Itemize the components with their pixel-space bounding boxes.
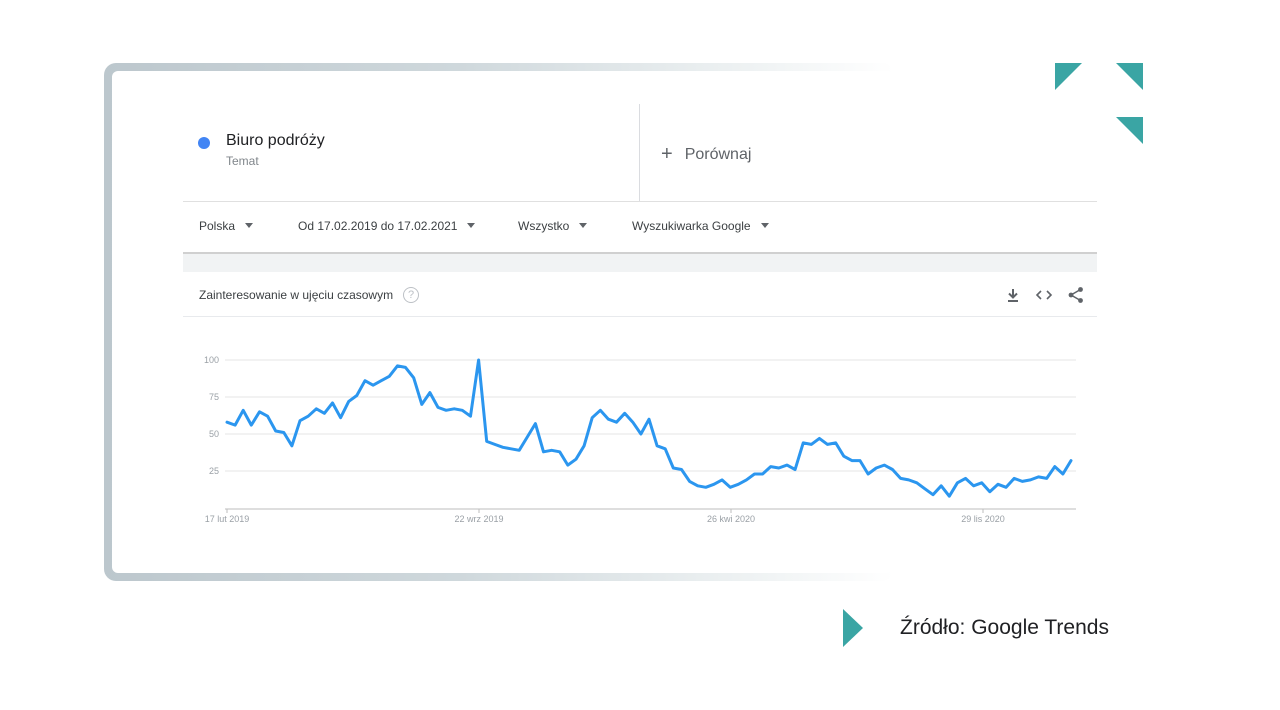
divider — [183, 252, 1097, 254]
download-icon[interactable] — [1004, 286, 1022, 304]
y-tick-label: 25 — [209, 466, 219, 476]
divider — [639, 104, 640, 201]
source-label: Wyszukiwarka Google — [632, 219, 751, 233]
panel-title: Zainteresowanie w ujęciu czasowym? — [199, 287, 420, 304]
y-tick-label: 100 — [204, 355, 219, 365]
interest-over-time-chart: 100 75 50 25 17 lut 2019 22 wrz 2019 26 kwi 20… — [204, 355, 1076, 524]
frame-background — [112, 71, 892, 573]
caret-down-icon — [579, 223, 588, 228]
source-note: Źródło: Google Trends — [900, 616, 1109, 639]
search-term[interactable]: Biuro podróży Temat — [183, 104, 639, 201]
period-dropdown[interactable]: Od 17.02.2019 do 17.02.2021 — [298, 219, 476, 233]
divider — [183, 201, 1097, 202]
plus-icon: + — [661, 143, 673, 165]
filter-bar: Polska Od 17.02.2019 do 17.02.2021 Wszys… — [183, 202, 1097, 252]
x-tick-label: 26 kwi 2020 — [707, 514, 755, 524]
arrow-marker-icon — [843, 609, 863, 647]
x-tick-label: 29 lis 2020 — [961, 514, 1005, 524]
series-line — [225, 358, 1073, 498]
y-tick-label: 50 — [209, 429, 219, 439]
triangle-decoration-3 — [1116, 117, 1143, 144]
help-icon[interactable]: ? — [403, 287, 420, 303]
category-dropdown[interactable]: Wszystko — [518, 219, 588, 233]
period-label: Od 17.02.2019 do 17.02.2021 — [298, 219, 458, 233]
term-type: Temat — [226, 154, 259, 168]
term-name: Biuro podróży — [226, 132, 325, 149]
x-tick-label: 17 lut 2019 — [205, 514, 250, 524]
source-dropdown[interactable]: Wyszukiwarka Google — [632, 219, 769, 233]
embed-icon[interactable] — [1035, 286, 1053, 304]
share-icon[interactable] — [1067, 286, 1085, 304]
triangle-decoration-1 — [1055, 63, 1082, 90]
panel-title-text: Zainteresowanie w ujęciu czasowym — [199, 288, 394, 302]
compare-button[interactable]: + Porównaj — [661, 142, 751, 165]
x-tick-label: 22 wrz 2019 — [454, 514, 503, 524]
caret-down-icon — [467, 223, 476, 228]
compare-label: Porównaj — [684, 146, 752, 163]
category-label: Wszystko — [518, 219, 570, 233]
series-color-dot — [198, 137, 210, 149]
separator-band — [183, 254, 1097, 272]
divider — [183, 316, 1097, 317]
y-tick-label: 75 — [209, 392, 219, 402]
triangle-decoration-2 — [1116, 63, 1143, 90]
trends-card: Biuro podróży Temat + Porównaj Polska Od … — [183, 104, 1097, 544]
region-dropdown[interactable]: Polska — [199, 219, 254, 233]
caret-down-icon — [245, 223, 254, 228]
region-label: Polska — [199, 219, 236, 233]
caret-down-icon — [760, 223, 769, 228]
